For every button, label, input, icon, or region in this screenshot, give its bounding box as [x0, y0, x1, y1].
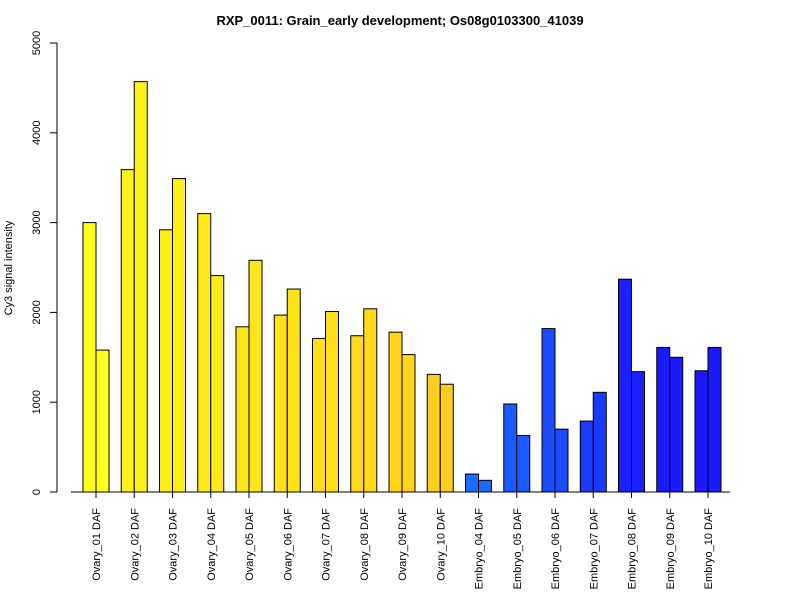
bar: [159, 229, 173, 493]
bar: [656, 346, 671, 493]
y-axis-title: Cy3 signal intensity: [3, 220, 15, 315]
x-tick-label: Ovary_07 DAF: [321, 508, 333, 581]
x-tick-label: Embryo_06 DAF: [550, 508, 562, 590]
x-tick-label: Embryo_05 DAF: [512, 508, 524, 590]
bar: [592, 391, 607, 493]
bar: [516, 434, 531, 493]
bar: [312, 337, 326, 493]
y-tick-label: 0: [31, 489, 43, 495]
y-tick-label: 4000: [31, 121, 43, 145]
bar: [210, 275, 225, 493]
bar: [82, 222, 97, 493]
x-tick-label: Ovary_04 DAF: [206, 508, 218, 581]
bar: [579, 420, 594, 493]
bar: [707, 346, 722, 493]
bars: [82, 81, 722, 493]
bar: [350, 335, 365, 493]
bar: [541, 328, 556, 493]
bar: [503, 403, 518, 493]
bar: [248, 259, 263, 493]
bar: [618, 278, 632, 493]
x-tick-label: Ovary_05 DAF: [244, 508, 256, 581]
bar: [325, 311, 339, 493]
bar: [669, 356, 684, 493]
bar: [426, 373, 441, 493]
bar: [465, 473, 479, 493]
x-tick-label: Ovary_09 DAF: [397, 508, 409, 581]
y-tick-label: 3000: [31, 210, 43, 234]
x-tick-label: Embryo_09 DAF: [665, 508, 677, 590]
bar: [172, 178, 186, 493]
x-tick-label: Ovary_10 DAF: [435, 508, 447, 581]
bar: [363, 308, 378, 493]
x-axis: [71, 491, 730, 498]
bar: [694, 370, 709, 493]
y-tick-label: 5000: [31, 31, 43, 55]
bar: [554, 428, 569, 493]
x-tick-label: Ovary_06 DAF: [282, 508, 294, 581]
x-tick-label: Ovary_03 DAF: [168, 508, 180, 581]
bar: [401, 354, 416, 493]
x-tick-label: Ovary_08 DAF: [359, 508, 371, 581]
x-tick-label: Ovary_01 DAF: [91, 508, 103, 581]
y-axis: 0 1000 2000 3000 4000 5000: [31, 31, 58, 495]
bar: [478, 479, 492, 493]
bar: [388, 331, 403, 493]
x-tick-label: Ovary_02 DAF: [129, 508, 141, 581]
y-tick-label: 1000: [31, 390, 43, 414]
bar: [95, 349, 110, 493]
bar: [133, 81, 148, 493]
bar: [631, 371, 645, 493]
bar: [273, 314, 288, 493]
bar: [235, 326, 250, 493]
chart-title: RXP_0011: Grain_early development; Os08g…: [216, 13, 584, 28]
bar: [439, 383, 454, 493]
y-tick-label: 2000: [31, 300, 43, 324]
x-tick-label: Embryo_10 DAF: [703, 508, 715, 590]
x-tick-labels: Ovary_01 DAF Ovary_02 DAF Ovary_03 DAF Ovar…: [91, 508, 715, 590]
x-tick-label: Embryo_07 DAF: [588, 508, 600, 590]
bar: [120, 169, 135, 493]
bar: [197, 213, 212, 493]
x-tick-label: Embryo_08 DAF: [627, 508, 639, 590]
bar: [286, 288, 301, 493]
x-tick-label: Embryo_04 DAF: [474, 508, 486, 590]
